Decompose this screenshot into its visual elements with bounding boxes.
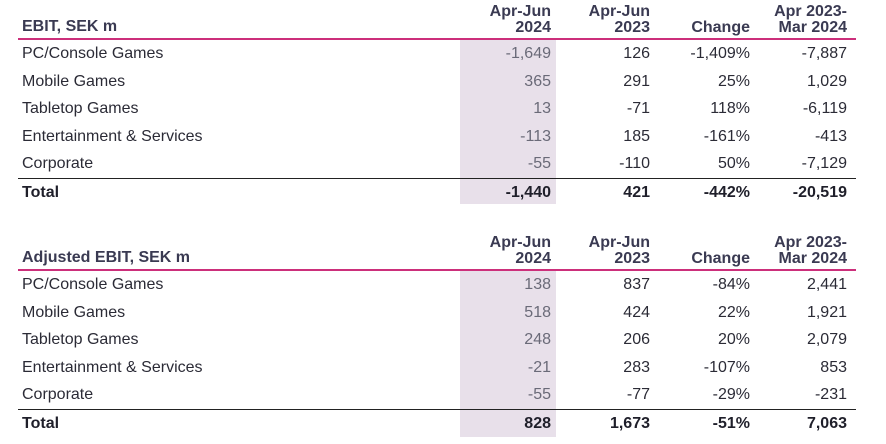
total-divider bbox=[18, 177, 856, 179]
column-header-change: Change bbox=[691, 250, 750, 267]
cell-q24: -113 bbox=[520, 127, 551, 145]
row-label: Entertainment & Services bbox=[22, 127, 203, 145]
total-divider bbox=[18, 408, 856, 410]
row-label: Corporate bbox=[22, 386, 94, 403]
cell-ltm: 1,029 bbox=[806, 72, 847, 90]
table-title: Adjusted EBIT, SEK m bbox=[22, 249, 191, 266]
header-divider bbox=[18, 269, 856, 271]
cell-q24: 248 bbox=[524, 331, 551, 348]
column-header-apr-jun-2024: Apr-Jun 2024 bbox=[489, 234, 551, 267]
row-label: Mobile Games bbox=[22, 303, 126, 321]
table-row: Entertainment & Services -113 185 -161% … bbox=[18, 123, 856, 151]
cell-ltm: -413 bbox=[814, 127, 847, 145]
cell-change: 118% bbox=[710, 100, 750, 117]
cell-q23: -110 bbox=[619, 155, 650, 172]
cell-q23: 126 bbox=[623, 45, 650, 62]
adjusted-ebit-table: Adjusted EBIT, SEK m Apr-Jun 2024 Apr-Ju… bbox=[18, 231, 856, 438]
row-label: Mobile Games bbox=[22, 72, 126, 90]
table-row: Mobile Games 365 291 25% 1,029 bbox=[18, 68, 856, 96]
cell-q24: 13 bbox=[533, 100, 551, 117]
cell-q23: -71 bbox=[626, 100, 650, 117]
cell-q23: 837 bbox=[623, 276, 650, 293]
header-divider bbox=[18, 38, 856, 40]
cell-change: -1,409% bbox=[690, 45, 750, 62]
total-ltm: -20,519 bbox=[792, 184, 847, 201]
cell-q24: 518 bbox=[524, 303, 551, 321]
total-change: -442% bbox=[703, 184, 750, 201]
cell-change: 22% bbox=[717, 303, 750, 321]
cell-ltm: 853 bbox=[820, 358, 847, 376]
cell-q24: 365 bbox=[524, 72, 551, 90]
total-change: -51% bbox=[712, 415, 750, 432]
cell-ltm: -231 bbox=[814, 386, 847, 403]
cell-ltm: -6,119 bbox=[802, 100, 847, 117]
table-row: Entertainment & Services -21 283 -107% 8… bbox=[18, 354, 856, 382]
total-q23: 421 bbox=[623, 184, 650, 201]
cell-change: -29% bbox=[712, 386, 750, 403]
row-label: Tabletop Games bbox=[22, 331, 139, 348]
cell-q23: -77 bbox=[626, 386, 650, 403]
row-label: Corporate bbox=[22, 155, 94, 172]
cell-q24: -55 bbox=[527, 386, 551, 403]
cell-q23: 185 bbox=[623, 127, 650, 145]
column-header-apr-jun-2023: Apr-Jun 2023 bbox=[588, 3, 650, 36]
table-row: Tabletop Games 13 -71 118% -6,119 bbox=[18, 95, 856, 123]
cell-ltm: 2,079 bbox=[806, 331, 847, 348]
cell-change: 50% bbox=[717, 155, 750, 172]
cell-q24: 138 bbox=[524, 276, 551, 293]
cell-q23: 424 bbox=[623, 303, 650, 321]
total-label: Total bbox=[22, 415, 60, 432]
table-row: Corporate -55 -110 50% -7,129 bbox=[18, 150, 856, 178]
row-label: PC/Console Games bbox=[22, 276, 164, 293]
cell-change: -161% bbox=[703, 127, 750, 145]
cell-ltm: -7,887 bbox=[801, 45, 847, 62]
cell-q23: 291 bbox=[623, 72, 650, 90]
table-header: EBIT, SEK m Apr-Jun 2024 Apr-Jun 2023 Ch… bbox=[18, 0, 856, 38]
table-row: Mobile Games 518 424 22% 1,921 bbox=[18, 299, 856, 327]
cell-ltm: -7,129 bbox=[801, 155, 847, 172]
row-label: PC/Console Games bbox=[22, 45, 164, 62]
table-row: PC/Console Games -1,649 126 -1,409% -7,8… bbox=[18, 40, 856, 68]
cell-change: 25% bbox=[717, 72, 750, 90]
cell-ltm: 2,441 bbox=[806, 276, 847, 293]
table-title: EBIT, SEK m bbox=[22, 18, 118, 35]
table-row: Tabletop Games 248 206 20% 2,079 bbox=[18, 326, 856, 354]
cell-q24: -55 bbox=[527, 155, 551, 172]
table-row: PC/Console Games 138 837 -84% 2,441 bbox=[18, 271, 856, 299]
cell-ltm: 1,921 bbox=[806, 303, 847, 321]
total-q24: 828 bbox=[524, 415, 551, 432]
total-row: Total -1,440 421 -442% -20,519 bbox=[18, 179, 856, 207]
column-header-apr-jun-2023: Apr-Jun 2023 bbox=[588, 234, 650, 267]
table-header: Adjusted EBIT, SEK m Apr-Jun 2024 Apr-Ju… bbox=[18, 231, 856, 269]
cell-q24: -21 bbox=[527, 358, 551, 376]
total-row: Total 828 1,673 -51% 7,063 bbox=[18, 410, 856, 438]
column-header-ltm: Apr 2023- Mar 2024 bbox=[774, 234, 847, 267]
table-row: Corporate -55 -77 -29% -231 bbox=[18, 381, 856, 409]
current-quarter-highlight bbox=[460, 40, 556, 204]
ebit-table: EBIT, SEK m Apr-Jun 2024 Apr-Jun 2023 Ch… bbox=[18, 0, 856, 207]
column-header-ltm: Apr 2023- Mar 2024 bbox=[774, 3, 847, 36]
cell-q23: 283 bbox=[623, 358, 650, 376]
cell-q23: 206 bbox=[623, 331, 650, 348]
cell-change: 20% bbox=[717, 331, 750, 348]
row-label: Tabletop Games bbox=[22, 100, 139, 117]
cell-change: -84% bbox=[712, 276, 750, 293]
cell-change: -107% bbox=[703, 358, 750, 376]
column-header-change: Change bbox=[691, 19, 750, 36]
row-label: Entertainment & Services bbox=[22, 358, 203, 376]
cell-q24: -1,649 bbox=[505, 45, 551, 62]
total-q23: 1,673 bbox=[609, 415, 650, 432]
column-header-apr-jun-2024: Apr-Jun 2024 bbox=[489, 3, 551, 36]
total-label: Total bbox=[22, 184, 60, 201]
total-ltm: 7,063 bbox=[806, 415, 847, 432]
total-q24: -1,440 bbox=[505, 184, 551, 201]
